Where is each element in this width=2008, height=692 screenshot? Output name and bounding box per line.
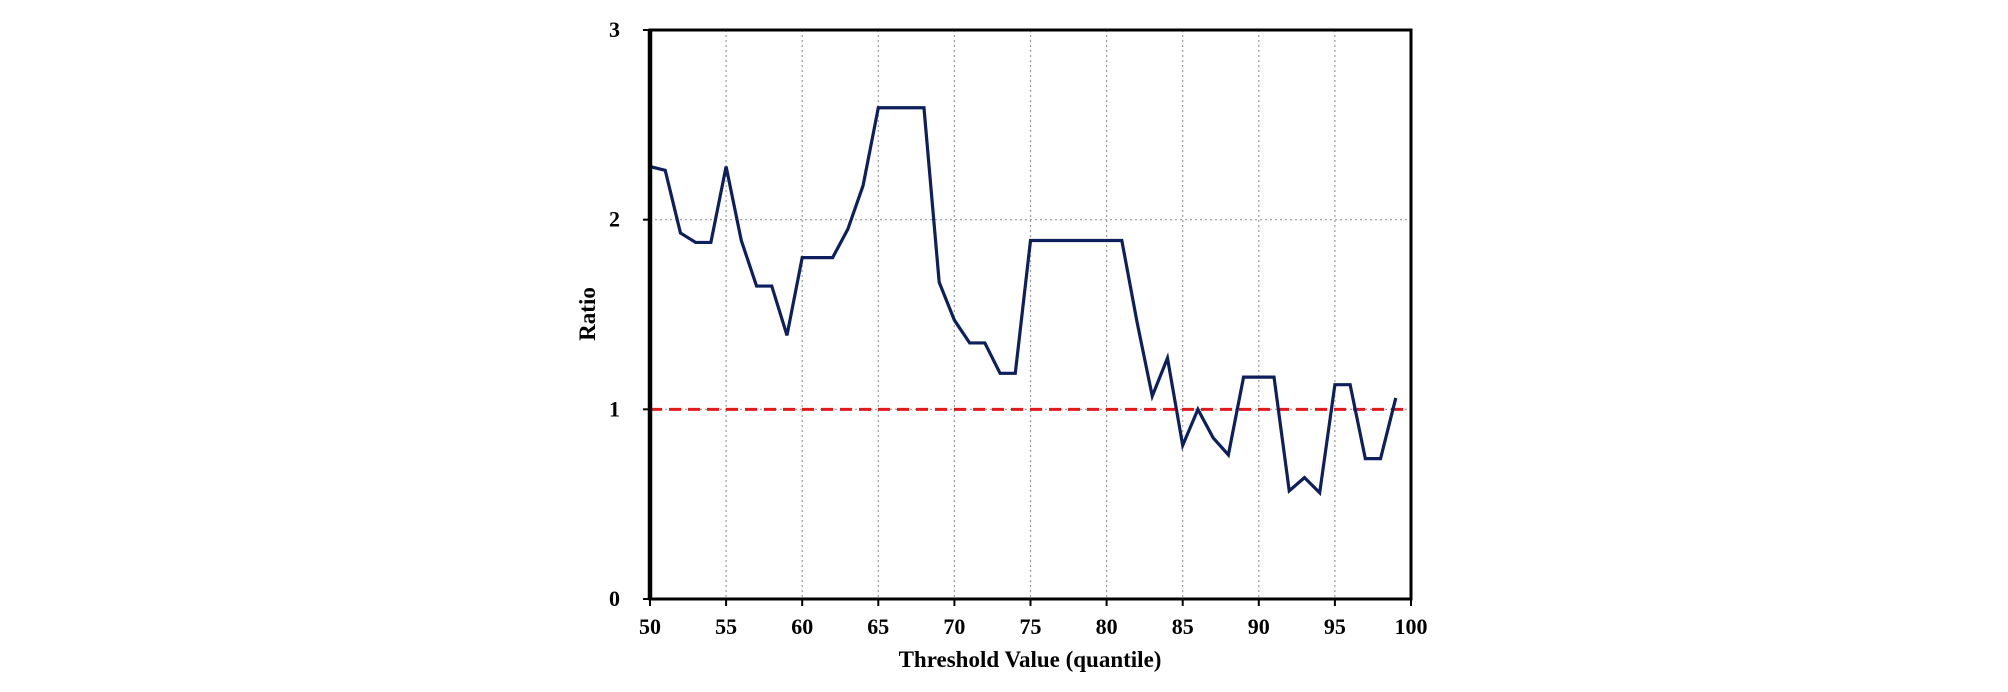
y-tick-label: 0 bbox=[609, 586, 620, 611]
x-tick-label: 95 bbox=[1324, 614, 1346, 639]
x-tick-label: 65 bbox=[867, 614, 889, 639]
x-tick-label: 80 bbox=[1096, 614, 1118, 639]
y-tick-label: 3 bbox=[609, 17, 620, 42]
x-tick-label: 50 bbox=[639, 614, 661, 639]
series-group bbox=[649, 106, 1398, 497]
y-axis-title: Ratio bbox=[575, 287, 600, 341]
x-tick-label: 70 bbox=[943, 614, 965, 639]
y-tick-label: 2 bbox=[609, 207, 620, 232]
y-tick-label: 1 bbox=[609, 396, 620, 421]
x-tick-label: 60 bbox=[791, 614, 813, 639]
x-tick-label: 75 bbox=[1020, 614, 1042, 639]
series-line bbox=[649, 106, 1398, 497]
x-tick-label: 100 bbox=[1395, 614, 1428, 639]
x-tick-label: 55 bbox=[715, 614, 737, 639]
x-tick-label: 90 bbox=[1248, 614, 1270, 639]
x-axis-title: Threshold Value (quantile) bbox=[899, 647, 1162, 672]
tick-labels: 50 55 60 65 70 75 80 85 90 95 100 0 1 2 3 bbox=[609, 17, 1428, 639]
x-tick-label: 85 bbox=[1172, 614, 1194, 639]
